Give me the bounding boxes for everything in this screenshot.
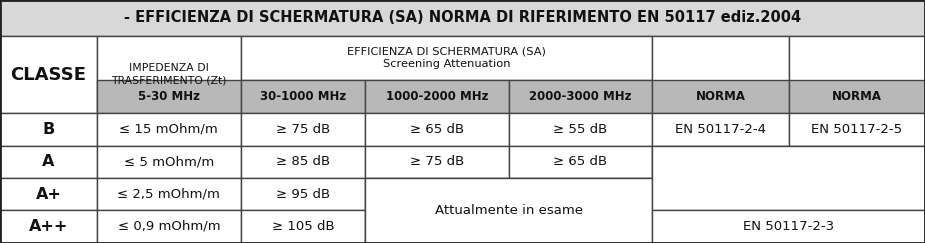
Bar [240, 146, 365, 178]
Bar [365, 178, 509, 210]
Text: 2000-3000 MHz: 2000-3000 MHz [529, 90, 632, 103]
Bar [652, 178, 789, 210]
Bar [789, 210, 925, 243]
Text: A: A [43, 154, 55, 169]
Bar [652, 210, 789, 243]
Bar [652, 146, 789, 178]
Text: - EFFICIENZA DI SCHERMATURA (SA) NORMA DI RIFERIMENTO EN 50117 ediz.2004: - EFFICIENZA DI SCHERMATURA (SA) NORMA D… [124, 10, 801, 26]
Text: ≥ 95 dB: ≥ 95 dB [276, 188, 330, 200]
Bar [0, 210, 97, 243]
Bar [0, 0, 925, 36]
Bar [652, 146, 925, 210]
Bar [789, 113, 925, 146]
Bar [365, 80, 509, 113]
Bar [0, 113, 97, 146]
Text: ≤ 5 mOhm/m: ≤ 5 mOhm/m [124, 155, 214, 168]
Text: ≥ 75 dB: ≥ 75 dB [410, 155, 464, 168]
Text: ≥ 105 dB: ≥ 105 dB [272, 220, 334, 233]
Text: Attualmente in esame: Attualmente in esame [435, 204, 583, 217]
Bar [0, 36, 97, 113]
Bar [652, 80, 789, 113]
Bar [240, 210, 365, 243]
Text: EFFICIENZA DI SCHERMATURA (SA)
Screening Attenuation: EFFICIENZA DI SCHERMATURA (SA) Screening… [347, 47, 546, 69]
Text: 30-1000 MHz: 30-1000 MHz [260, 90, 346, 103]
Bar [97, 36, 241, 113]
Text: 5-30 MHz: 5-30 MHz [138, 90, 200, 103]
Bar [365, 210, 509, 243]
Text: NORMA: NORMA [696, 90, 746, 103]
Bar [240, 80, 365, 113]
Bar [365, 146, 509, 178]
Bar [365, 178, 652, 243]
Bar [509, 210, 652, 243]
Text: ≤ 2,5 mOhm/m: ≤ 2,5 mOhm/m [117, 188, 220, 200]
Bar [240, 36, 652, 80]
Text: 1000-2000 MHz: 1000-2000 MHz [386, 90, 488, 103]
Text: ≤ 15 mOhm/m: ≤ 15 mOhm/m [119, 123, 218, 136]
Bar [97, 178, 241, 210]
Text: EN 50117-2-4: EN 50117-2-4 [675, 123, 766, 136]
Text: B: B [43, 122, 55, 137]
Bar [652, 36, 789, 113]
Bar [789, 146, 925, 178]
Bar [365, 113, 509, 146]
Text: CLASSE: CLASSE [10, 66, 87, 84]
Bar [0, 146, 97, 178]
Bar [97, 80, 241, 113]
Text: ≥ 65 dB: ≥ 65 dB [410, 123, 464, 136]
Text: ≥ 55 dB: ≥ 55 dB [553, 123, 608, 136]
Text: A++: A++ [29, 219, 68, 234]
Text: NORMA: NORMA [832, 90, 882, 103]
Text: EN 50117-2-3: EN 50117-2-3 [743, 220, 834, 233]
Bar [789, 80, 925, 113]
Text: ≥ 75 dB: ≥ 75 dB [276, 123, 330, 136]
Text: ≥ 85 dB: ≥ 85 dB [276, 155, 330, 168]
Bar [509, 178, 652, 210]
Bar [509, 146, 652, 178]
Bar [509, 80, 652, 113]
Bar [652, 210, 925, 243]
Bar [97, 146, 241, 178]
Bar [97, 113, 241, 146]
Text: EN 50117-2-5: EN 50117-2-5 [811, 123, 903, 136]
Bar [240, 113, 365, 146]
Text: ≤ 0,9 mOhm/m: ≤ 0,9 mOhm/m [117, 220, 220, 233]
Bar [509, 113, 652, 146]
Text: IMPEDENZA DI
TRASFERIMENTO (Zt): IMPEDENZA DI TRASFERIMENTO (Zt) [111, 63, 227, 86]
Bar [97, 210, 241, 243]
Text: ≥ 65 dB: ≥ 65 dB [553, 155, 608, 168]
Bar [652, 113, 789, 146]
Bar [240, 178, 365, 210]
Text: A+: A+ [36, 187, 61, 201]
Bar [789, 178, 925, 210]
Bar [0, 178, 97, 210]
Bar [789, 36, 925, 113]
